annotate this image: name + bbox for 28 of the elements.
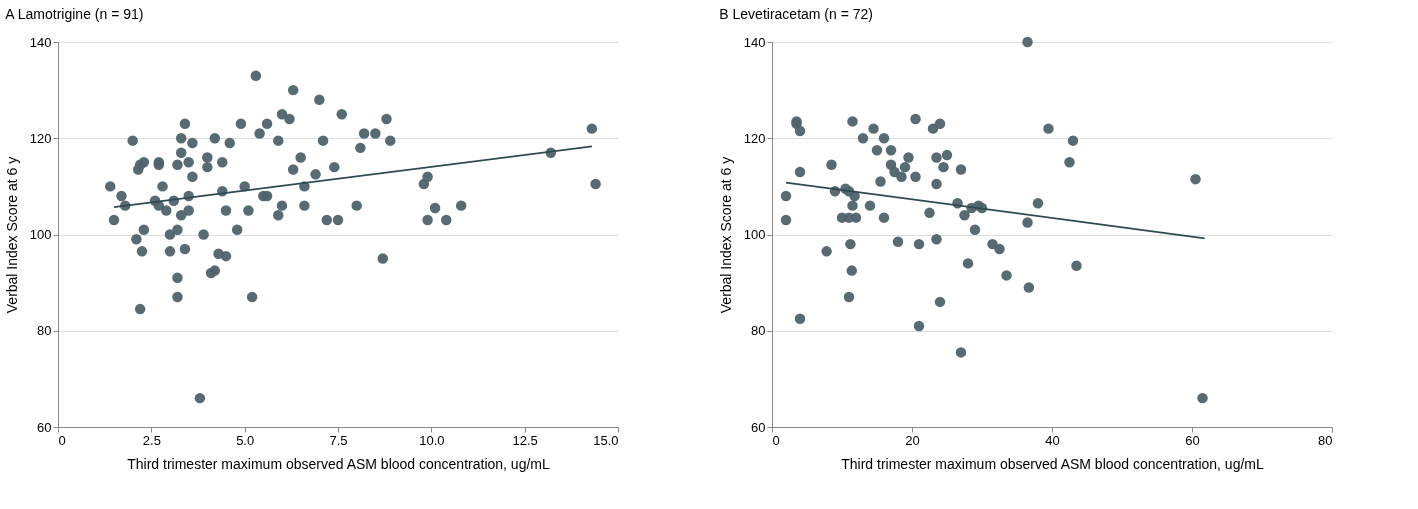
x-tick-label: 60 [1185, 432, 1200, 448]
y-tick-label: 120 [743, 130, 766, 146]
chart-title: B Levetiracetam (n = 72) [719, 6, 873, 22]
y-axis-title: Verbal Index Score at 6 y [717, 156, 734, 314]
y-axis-title: Verbal Index Score at 6 y [3, 156, 20, 314]
y-tick-label: 80 [37, 323, 52, 339]
x-tick-label: 10.0 [419, 432, 445, 448]
x-tick-label: 20 [905, 432, 920, 448]
chart-title: A Lamotrigine (n = 91) [5, 6, 144, 22]
y-tick-label: 80 [751, 323, 766, 339]
x-tick-label: 15.0 [593, 432, 619, 448]
y-tick-label: 120 [29, 130, 52, 146]
y-tick-label: 140 [743, 34, 766, 50]
y-tick-label: 60 [37, 419, 52, 435]
x-tick-label: 12.5 [512, 432, 538, 448]
y-tick-label: 60 [751, 419, 766, 435]
x-axis-title: Third trimester maximum observed ASM blood concentration, ug/mL [127, 455, 550, 472]
x-tick-label: 80 [1318, 432, 1333, 448]
y-tick-label: 100 [743, 227, 766, 242]
x-tick-label: 0 [58, 432, 66, 448]
x-tick-label: 5.0 [236, 432, 255, 448]
x-tick-label: 2.5 [142, 432, 161, 448]
x-tick-label: 40 [1045, 432, 1060, 448]
x-axis-title: Third trimester maximum observed ASM blood concentration, ug/mL [841, 455, 1264, 472]
x-tick-label: 7.5 [329, 432, 348, 448]
x-tick-label: 0 [772, 432, 780, 448]
y-tick-label: 140 [29, 34, 52, 50]
y-tick-label: 100 [29, 227, 52, 242]
